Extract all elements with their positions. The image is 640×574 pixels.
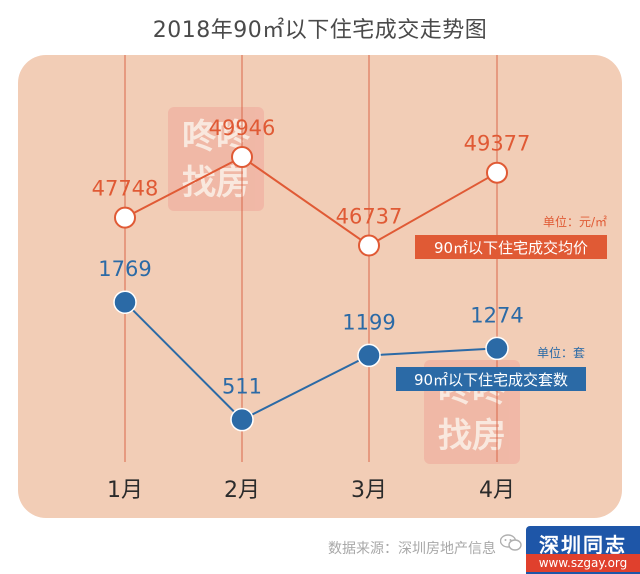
data-point [486, 161, 508, 184]
data-point [113, 290, 137, 314]
data-point [230, 407, 254, 432]
brand-url[interactable]: www.szgay.org [526, 554, 640, 572]
data-label: 49377 [464, 132, 531, 156]
brand-badge[interactable]: 深圳同志 www.szgay.org [526, 526, 640, 574]
legend-label: 90㎡以下住宅成交均价 [434, 239, 588, 257]
legend-unit-note: 单位：元/㎡ [543, 214, 607, 229]
data-point [357, 343, 381, 368]
x-axis-tick-labels: 1月 2月 3月 4月 [107, 478, 515, 503]
data-label: 511 [222, 375, 262, 399]
series-line-1 [124, 155, 498, 247]
data-label: 1199 [342, 310, 395, 334]
legend-label: 90㎡以下住宅成交套数 [414, 371, 568, 389]
data-point [485, 336, 509, 361]
data-label: 49946 [209, 116, 276, 140]
data-source-note: 数据来源：深圳房地产信息 [328, 541, 496, 557]
count-series: 1769 511 1199 1274 [98, 257, 524, 432]
series-line-2 [124, 301, 498, 421]
svg-text:找房: 找房 [438, 416, 506, 456]
x-tick-label: 4月 [479, 478, 515, 503]
brand-name: 深圳同志 [539, 533, 627, 557]
chart-panel [18, 55, 622, 518]
data-point [358, 234, 380, 257]
legend-unit-note: 单位：套 [537, 345, 585, 360]
legend-swatch [396, 367, 586, 391]
price-series: 47748 49946 46737 49377 [92, 116, 531, 257]
x-tick-label: 2月 [224, 478, 260, 503]
wechat-icon [500, 534, 522, 551]
x-tick-label: 3月 [351, 478, 387, 503]
data-label: 1274 [470, 303, 523, 327]
data-label: 46737 [336, 204, 403, 228]
x-tick-label: 1月 [107, 478, 143, 503]
data-point [114, 206, 136, 229]
chart-title: 2018年90㎡以下住宅成交走势图 [152, 18, 488, 43]
data-label: 1769 [98, 257, 151, 281]
legend-swatch [415, 235, 607, 259]
data-point [231, 146, 253, 169]
data-label: 47748 [92, 177, 159, 201]
